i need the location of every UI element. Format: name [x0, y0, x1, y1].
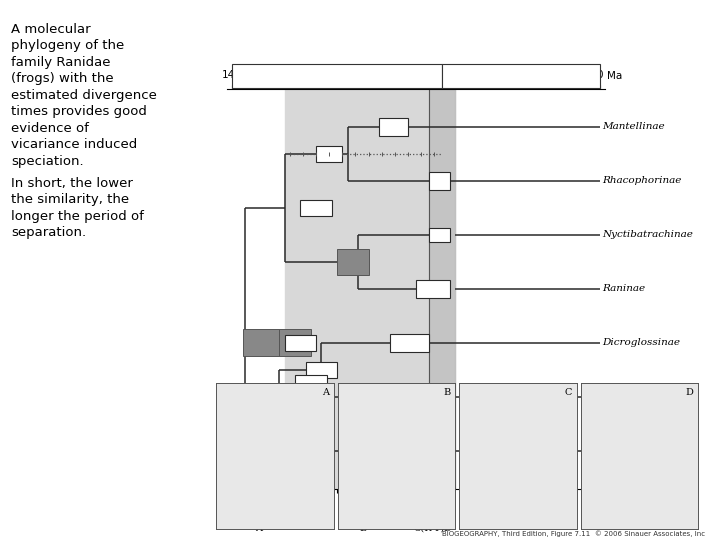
Text: Cretaceous: Cretaceous	[307, 71, 367, 80]
Text: A: A	[255, 524, 262, 533]
Bar	[337, 249, 369, 275]
Text: Nyctibatrachinae: Nyctibatrachinae	[602, 231, 693, 239]
Text: Micrixalinae: Micrixalinae	[602, 393, 668, 401]
Text: D: D	[686, 388, 693, 397]
Bar	[243, 329, 279, 356]
Bar	[305, 362, 337, 378]
Bar	[279, 329, 311, 356]
Text: B: B	[360, 524, 367, 533]
Bar	[284, 89, 455, 489]
Bar	[384, 436, 421, 450]
Bar	[429, 228, 450, 242]
Text: Tertiary: Tertiary	[500, 71, 541, 80]
Bar	[300, 200, 332, 216]
Text: Ranixalinae: Ranixalinae	[602, 447, 664, 455]
Text: Rhacophorinae: Rhacophorinae	[602, 177, 682, 185]
Bar	[442, 64, 600, 88]
Text: C: C	[564, 388, 572, 397]
Bar	[429, 172, 450, 190]
Bar	[429, 390, 450, 404]
Bar	[416, 280, 450, 298]
Text: BIOGEOGRAPHY, Third Edition, Figure 7.11  © 2006 Sinauer Associates, Inc: BIOGEOGRAPHY, Third Edition, Figure 7.11…	[443, 531, 706, 537]
Text: A molecular
phylogeny of the
family Ranidae
(frogs) with the
estimated divergenc: A molecular phylogeny of the family Rani…	[12, 23, 157, 168]
Text: D: D	[444, 524, 451, 533]
Bar	[284, 335, 316, 351]
Bar	[384, 452, 421, 466]
Text: Dicroglossinae: Dicroglossinae	[602, 339, 680, 347]
Bar	[429, 89, 455, 489]
Text: Mantellinae: Mantellinae	[602, 123, 665, 131]
Bar	[390, 334, 429, 352]
Bar	[316, 146, 342, 162]
Text: Raninae: Raninae	[602, 285, 645, 293]
Bar	[295, 375, 327, 391]
Bar	[232, 64, 442, 88]
Text: C(K-T): C(K-T)	[413, 524, 444, 533]
Text: A: A	[322, 388, 329, 397]
Bar	[379, 118, 408, 136]
Text: Ma: Ma	[608, 71, 623, 81]
Text: B: B	[444, 388, 451, 397]
Text: In short, the lower
the similarity, the
longer the period of
separation.: In short, the lower the similarity, the …	[12, 177, 144, 239]
